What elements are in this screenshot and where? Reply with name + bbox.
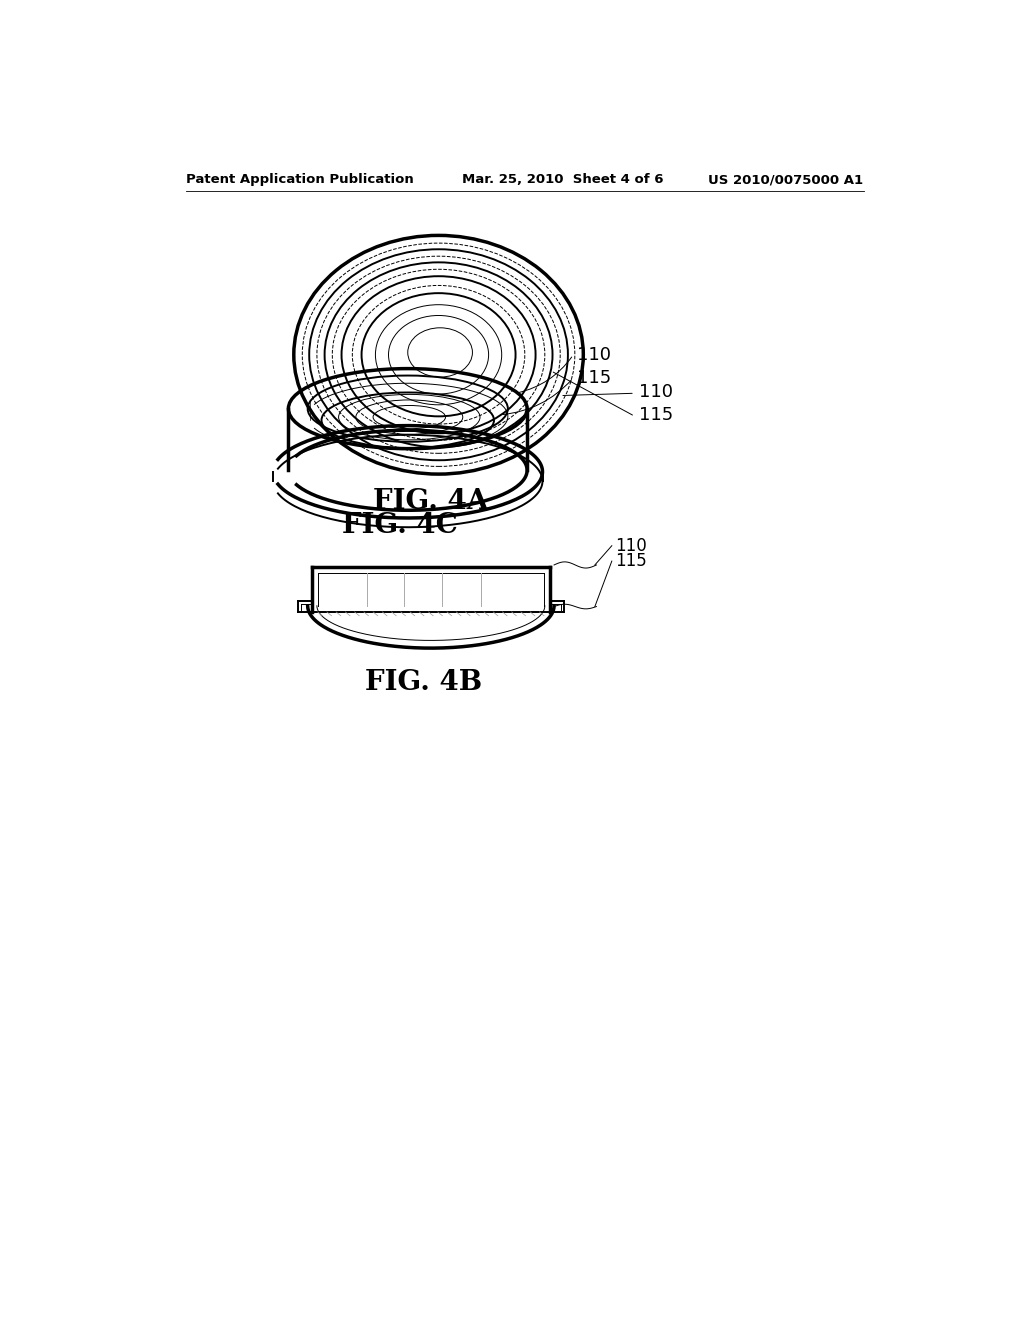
- Text: 110: 110: [578, 346, 611, 364]
- Text: FIG. 4C: FIG. 4C: [342, 512, 458, 539]
- Text: FIG. 4A: FIG. 4A: [373, 487, 488, 515]
- Text: Patent Application Publication: Patent Application Publication: [186, 173, 414, 186]
- Text: 115: 115: [614, 552, 646, 570]
- Text: 110: 110: [639, 383, 673, 401]
- Text: US 2010/0075000 A1: US 2010/0075000 A1: [709, 173, 863, 186]
- Text: Mar. 25, 2010  Sheet 4 of 6: Mar. 25, 2010 Sheet 4 of 6: [462, 173, 664, 186]
- Text: 115: 115: [639, 405, 673, 424]
- Text: 115: 115: [578, 368, 611, 387]
- Text: 110: 110: [614, 537, 646, 554]
- Text: FIG. 4B: FIG. 4B: [365, 668, 481, 696]
